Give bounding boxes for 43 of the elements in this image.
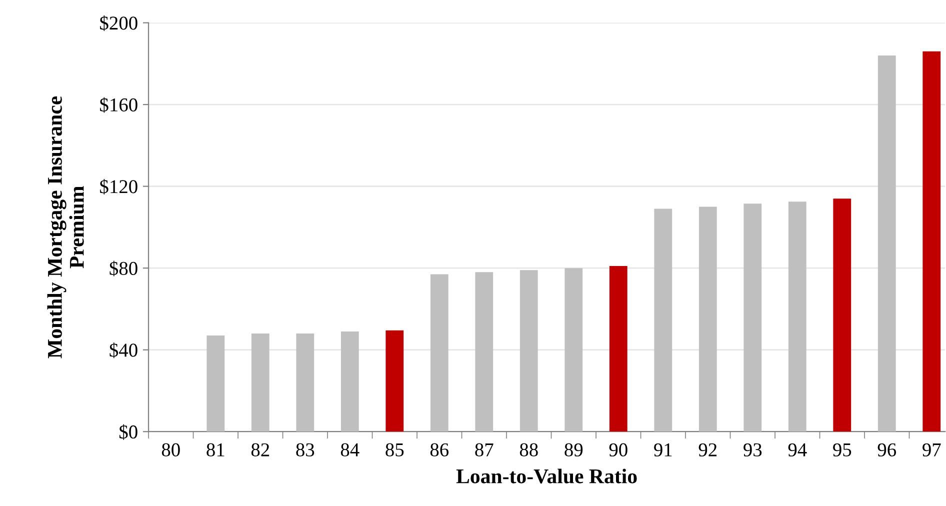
x-tick-label: 92 — [698, 443, 717, 456]
x-tick-label: 80 — [162, 443, 180, 456]
bar — [206, 336, 225, 432]
bar — [788, 202, 806, 432]
x-tick-label: 94 — [788, 443, 807, 456]
bar — [922, 51, 941, 432]
y-axis-title: Monthly Mortgage Insurance Premium — [47, 96, 84, 358]
x-tick-label: 95 — [833, 443, 852, 456]
bar — [251, 333, 270, 432]
x-tick-label: 87 — [475, 443, 494, 456]
bar — [833, 198, 852, 432]
x-tick-label: 88 — [520, 443, 538, 456]
x-axis-title: Loan-to-Value Ratio — [456, 468, 637, 484]
y-tick-label: $80 — [110, 260, 138, 276]
y-tick-label: $200 — [100, 15, 138, 31]
bar — [520, 270, 538, 432]
bar — [698, 206, 717, 432]
x-tick-label: 93 — [744, 443, 762, 456]
bar — [430, 274, 448, 432]
x-tick-label: 90 — [609, 443, 628, 456]
x-tick-label: 82 — [251, 443, 270, 456]
x-tick-label: 81 — [206, 443, 224, 456]
bar — [744, 204, 762, 432]
x-tick-label: 85 — [386, 443, 404, 456]
y-tick-label: $40 — [110, 342, 138, 358]
bar — [296, 333, 314, 432]
bar — [340, 331, 359, 432]
bar — [609, 266, 628, 432]
x-tick-label: 91 — [654, 443, 672, 456]
x-tick-label: 83 — [296, 443, 314, 456]
x-tick-label: 84 — [340, 443, 360, 456]
x-tick-label: 97 — [922, 443, 941, 456]
bar — [654, 208, 672, 432]
bar — [564, 268, 583, 432]
bar — [878, 55, 896, 432]
x-tick-label: 86 — [430, 443, 449, 456]
y-tick-label: $120 — [100, 178, 138, 195]
bar — [475, 272, 494, 432]
bar — [386, 330, 404, 432]
x-tick-label: 96 — [878, 443, 896, 456]
y-tick-label: $160 — [100, 97, 138, 113]
y-tick-label: $0 — [119, 424, 138, 440]
x-tick-label: 89 — [564, 443, 583, 456]
